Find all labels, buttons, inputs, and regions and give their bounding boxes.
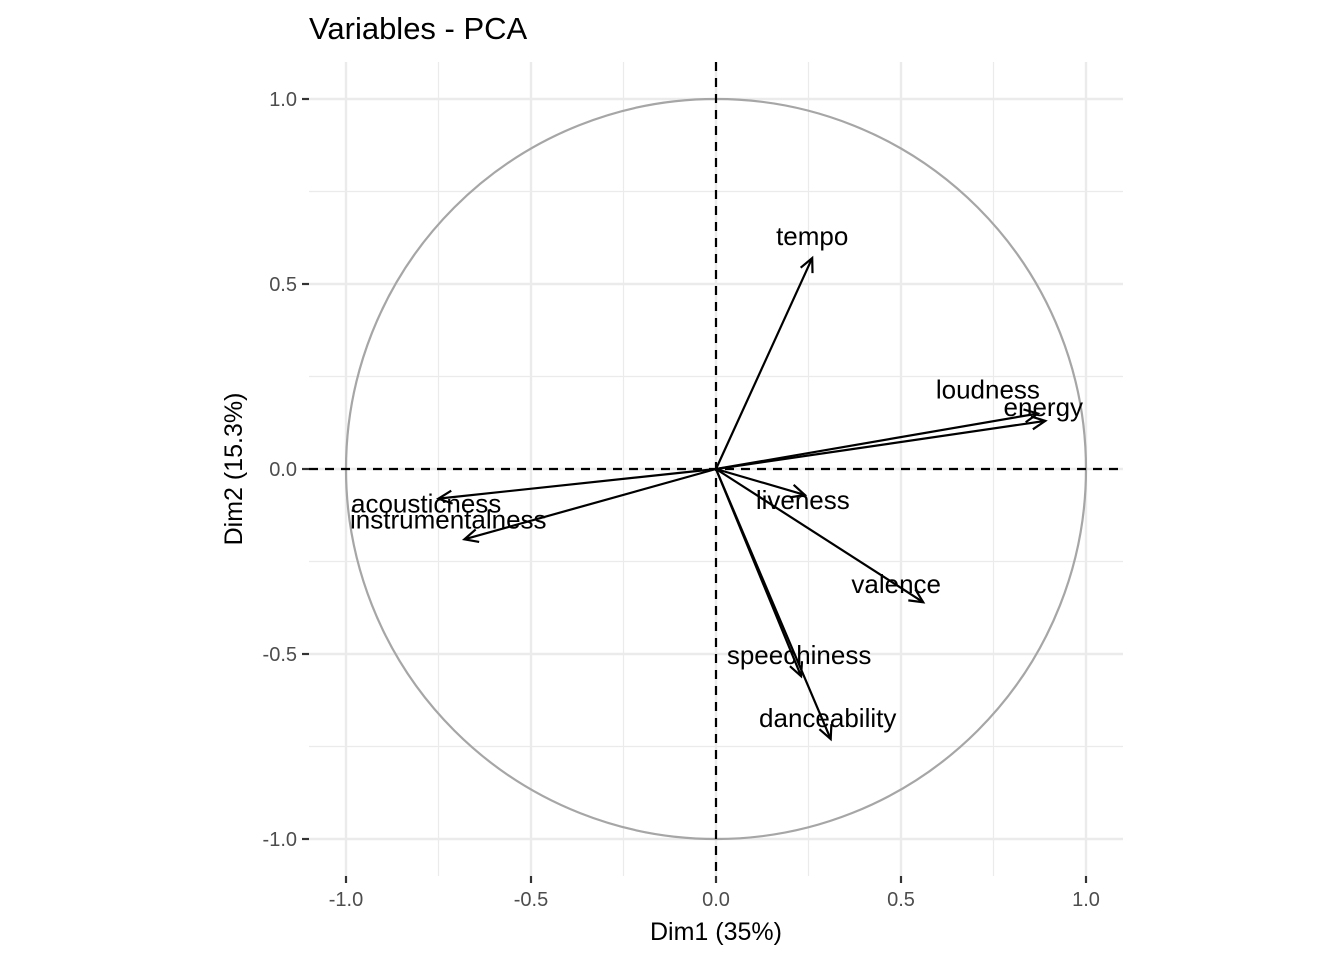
variable-label-acousticness: acousticness (351, 489, 501, 519)
variable-label-loudness: loudness (936, 375, 1040, 405)
y-tick-label: -0.5 (263, 644, 297, 666)
arrow-shaft-liveness (715, 467, 806, 496)
arrow-shaft-tempo (714, 257, 814, 470)
x-tick-label: 0.5 (887, 889, 915, 911)
axes: -1.0 -0.5 0.0 0.5 1.0 -1.0 -0.5 0.0 0.5 1.0 (263, 89, 1100, 911)
variable-label-instrumentalness: instrumentalness (350, 504, 547, 534)
arrow-head-instrumentalness (461, 528, 480, 544)
x-tick-label: 0.0 (702, 889, 730, 911)
arrow-energy (715, 415, 1048, 471)
arrow-head-liveness (789, 484, 808, 499)
arrow-head-tempo (799, 255, 814, 274)
arrow-head-valence (908, 588, 926, 604)
arrow-shaft-instrumentalness (464, 467, 717, 541)
arrow-head-danceability (818, 724, 833, 742)
variable-label-valence: valence (851, 569, 941, 599)
y-tick-label: 0.0 (269, 459, 297, 481)
arrow-loudness (715, 408, 1041, 471)
variable-label-tempo: tempo (776, 221, 848, 251)
x-tick-label: -0.5 (514, 889, 548, 911)
variable-label-speechiness: speechiness (727, 640, 872, 670)
x-tick-label: -1.0 (329, 889, 363, 911)
y-tick-label: -1.0 (263, 829, 297, 851)
arrow-head-acousticness (435, 489, 453, 505)
arrow-shaft-acousticness (438, 467, 717, 500)
arrow-head-speechiness (789, 661, 804, 679)
variable-label-energy: energy (1004, 392, 1084, 422)
x-axis-label: Dim1 (35%) (650, 918, 782, 946)
variable-label-danceability: danceability (759, 703, 896, 733)
arrow-shaft-energy (715, 419, 1046, 471)
arrow-liveness (715, 467, 808, 499)
arrow-head-loudness (1023, 408, 1041, 424)
y-tick-label: 1.0 (269, 89, 297, 111)
y-axis-label: Dim2 (15.3%) (220, 393, 248, 546)
arrow-instrumentalness (461, 467, 717, 544)
arrow-acousticness (435, 467, 717, 505)
x-tick-label: 1.0 (1072, 889, 1100, 911)
y-tick-label: 0.5 (269, 274, 297, 296)
arrow-tempo (714, 255, 814, 470)
arrow-shaft-loudness (715, 412, 1039, 471)
arrow-danceability (714, 468, 833, 742)
arrow-valence (715, 468, 926, 604)
arrow-shaft-danceability (714, 468, 832, 740)
variable-arrows (435, 255, 1048, 742)
variable-label-liveness: liveness (756, 485, 850, 515)
arrow-shaft-valence (715, 468, 924, 604)
chart-title: Variables - PCA (309, 11, 528, 46)
arrow-head-energy (1030, 415, 1048, 431)
